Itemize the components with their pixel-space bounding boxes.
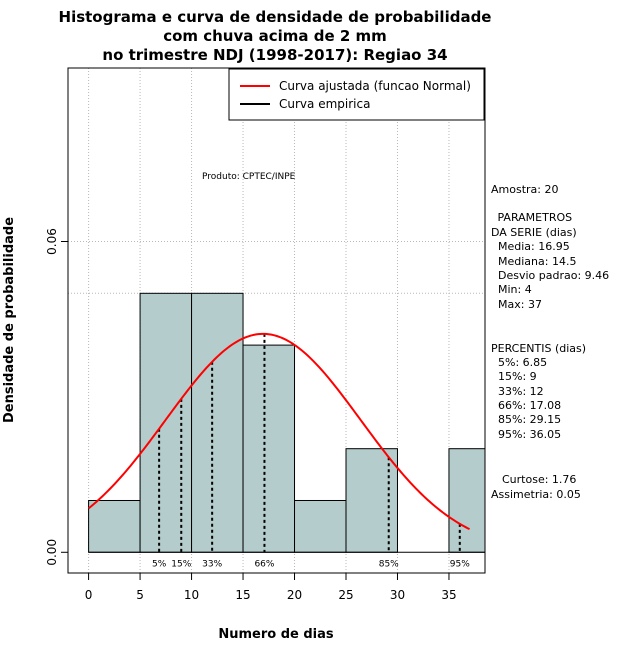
- y-tick-label: 0.06: [45, 228, 59, 255]
- histogram-bar: [448, 448, 486, 553]
- legend-fitted-label: Curva ajustada (funcao Normal): [279, 79, 471, 93]
- sample-size: Amostra: 20: [491, 183, 558, 196]
- x-tick-label: 5: [136, 588, 144, 602]
- legend: Curva ajustada (funcao Normal) Curva emp…: [228, 68, 485, 121]
- percentile-label: 95%: [450, 559, 470, 569]
- x-tick-label: 10: [184, 588, 199, 602]
- histogram-bar: [139, 292, 193, 553]
- percentile-label: 66%: [254, 559, 274, 569]
- chart-title: Histograma e curva de densidade de proba…: [59, 8, 492, 64]
- percentil-33: 33%: 12: [498, 385, 544, 398]
- histogram-bar: [294, 499, 347, 553]
- params-title-2: DA SERIE (dias): [491, 226, 577, 239]
- param-max: Max: 37: [498, 298, 542, 311]
- percentile-label: 33%: [202, 559, 222, 569]
- percentile-label: 5%: [152, 559, 167, 569]
- percentile-lines: [158, 333, 461, 553]
- y-tick-label: 0.00: [45, 539, 59, 566]
- x-tick-label: 15: [235, 588, 250, 602]
- x-axis: 0 5 10 15 20 25 30 35: [85, 572, 457, 602]
- param-median: Mediana: 14.5: [498, 255, 576, 268]
- legend-empirical-label: Curva empirica: [279, 97, 370, 111]
- product-annotation: Produto: CPTEC/INPE: [202, 172, 296, 182]
- grid-lines: [68, 68, 485, 573]
- percentil-85: 85%: 29.15: [498, 413, 561, 426]
- percentile-labels: 5% 15% 33% 66% 85% 95%: [152, 559, 470, 569]
- side-panel: Amostra: 20 PARAMETROS DA SERIE (dias) M…: [491, 183, 609, 501]
- title-line-1: Histograma e curva de densidade de proba…: [59, 8, 492, 26]
- legend-box: [228, 68, 485, 121]
- percentil-5: 5%: 6.85: [498, 356, 547, 369]
- param-sd: Desvio padrao: 9.46: [498, 269, 609, 282]
- histogram-bar: [191, 292, 244, 553]
- fitted-normal-curve: [87, 332, 471, 531]
- x-tick-label: 35: [441, 588, 456, 602]
- histogram-bar: [345, 448, 398, 553]
- title-line-2: com chuva acima de 2 mm: [163, 27, 387, 45]
- y-axis: 0.00 0.06: [45, 228, 69, 566]
- percentil-15: 15%: 9: [498, 370, 537, 383]
- params-title-1: PARAMETROS: [494, 211, 572, 224]
- y-axis-title: Densidade de probabilidade: [2, 217, 17, 423]
- histogram-bar: [88, 499, 141, 553]
- x-tick-label: 25: [338, 588, 353, 602]
- param-mean: Media: 16.95: [498, 240, 570, 253]
- title-line-3: no trimestre NDJ (1998-2017): Regiao 34: [102, 46, 447, 64]
- percentis-title: PERCENTIS (dias): [491, 342, 586, 355]
- skewness: Assimetria: 0.05: [491, 488, 581, 501]
- x-tick-label: 20: [287, 588, 302, 602]
- percentil-66: 66%: 17.08: [498, 399, 561, 412]
- param-min: Min: 4: [498, 283, 532, 296]
- x-tick-label: 0: [85, 588, 93, 602]
- histogram-bars: [88, 292, 486, 553]
- x-tick-label: 30: [390, 588, 405, 602]
- percentile-label: 85%: [379, 559, 399, 569]
- percentil-95: 95%: 36.05: [498, 428, 561, 441]
- kurtosis: Curtose: 1.76: [502, 473, 576, 486]
- x-axis-title: Numero de dias: [218, 627, 334, 642]
- percentile-label: 15%: [171, 559, 191, 569]
- histogram-bar: [242, 344, 296, 553]
